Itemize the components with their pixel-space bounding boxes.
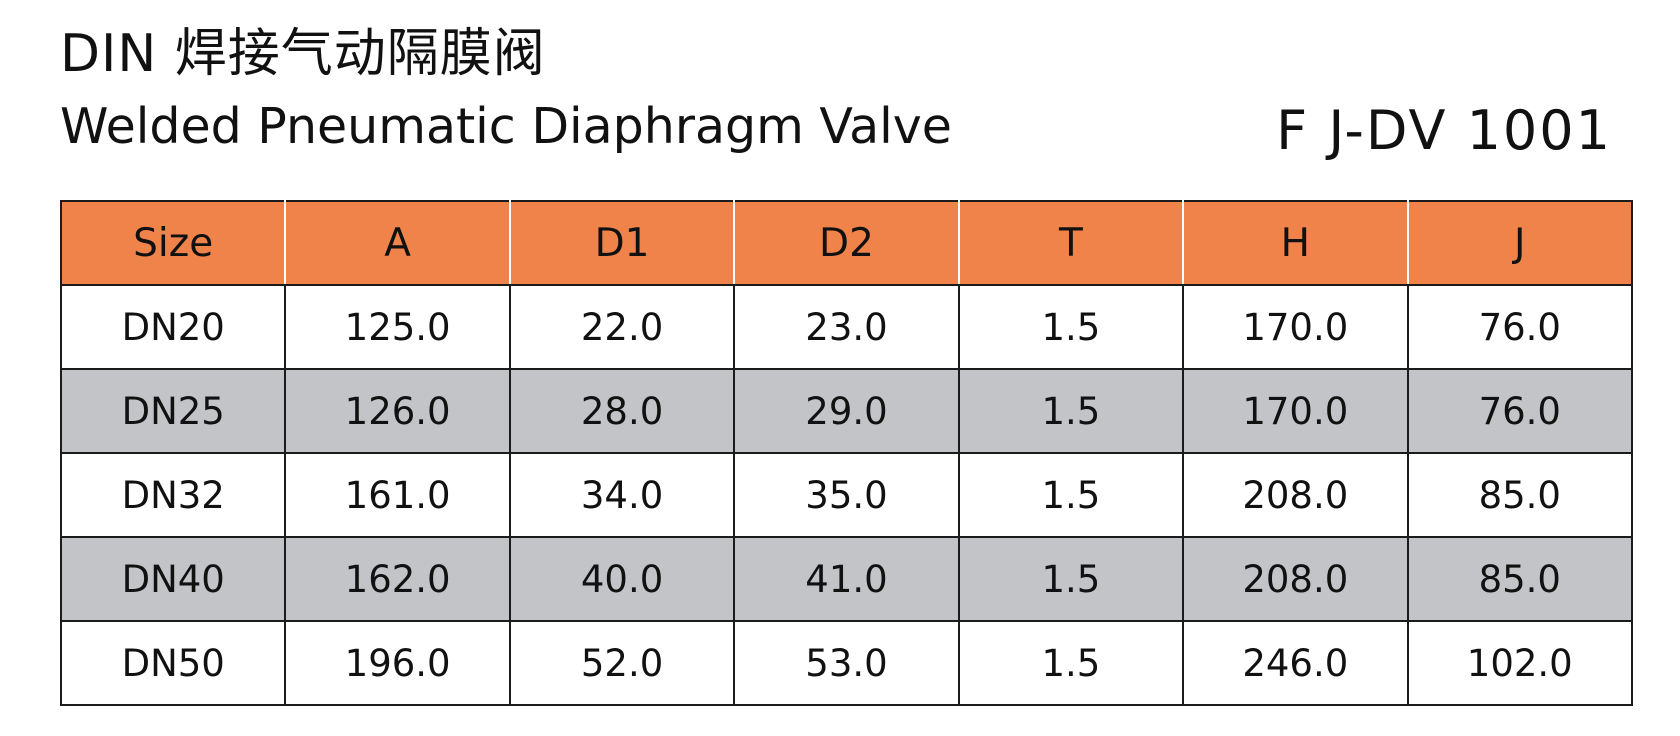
table-body: DN20 125.0 22.0 23.0 1.5 170.0 76.0 DN25… [59,284,1634,706]
cell-j: 76.0 [1406,368,1634,454]
cell-a: 126.0 [284,368,511,454]
cell-d2: 35.0 [733,452,960,538]
cell-size: DN25 [59,368,287,454]
cell-h: 170.0 [1182,284,1409,370]
cell-a: 162.0 [284,536,511,622]
cell-j: 85.0 [1406,536,1634,622]
header-row: Size A D1 D2 T H J [59,200,1634,286]
cell-a: 125.0 [284,284,511,370]
cell-d2: 41.0 [733,536,960,622]
cell-size: DN32 [59,452,287,538]
cell-j: 76.0 [1406,284,1634,370]
column-header-h: H [1182,200,1409,286]
cell-t: 1.5 [957,368,1185,454]
cell-size: DN40 [59,536,287,622]
cell-t: 1.5 [957,536,1185,622]
cell-d1: 34.0 [508,452,736,538]
cell-h: 246.0 [1182,620,1409,706]
cell-d1: 40.0 [508,536,736,622]
cell-d2: 23.0 [733,284,960,370]
cell-size: DN50 [59,620,287,706]
model-code: F J-DV 1001 [1276,99,1612,162]
table-row: DN40 162.0 40.0 41.0 1.5 208.0 85.0 [59,536,1634,622]
table-row: DN20 125.0 22.0 23.0 1.5 170.0 76.0 [59,284,1634,370]
cell-d1: 28.0 [508,368,736,454]
cell-d1: 52.0 [508,620,736,706]
cell-a: 196.0 [284,620,511,706]
cell-h: 208.0 [1182,536,1409,622]
spec-table: Size A D1 D2 T H J DN20 125.0 22.0 23.0 … [59,200,1634,706]
cell-size: DN20 [59,284,287,370]
column-header-d2: D2 [733,200,960,286]
column-header-a: A [284,200,511,286]
cell-d2: 53.0 [733,620,960,706]
cell-j: 85.0 [1406,452,1634,538]
cell-a: 161.0 [284,452,511,538]
table-row: DN50 196.0 52.0 53.0 1.5 246.0 102.0 [59,620,1634,706]
column-header-d1: D1 [508,200,736,286]
cell-t: 1.5 [957,620,1185,706]
cell-d1: 22.0 [508,284,736,370]
title-chinese: DIN 焊接气动隔膜阀 [60,24,546,84]
cell-h: 208.0 [1182,452,1409,538]
cell-d2: 29.0 [733,368,960,454]
table-row: DN25 126.0 28.0 29.0 1.5 170.0 76.0 [59,368,1634,454]
column-header-size: Size [59,200,287,286]
title-english: Welded Pneumatic Diaphragm Valve [60,98,952,155]
cell-t: 1.5 [957,284,1185,370]
column-header-j: J [1406,200,1634,286]
cell-t: 1.5 [957,452,1185,538]
cell-h: 170.0 [1182,368,1409,454]
table-row: DN32 161.0 34.0 35.0 1.5 208.0 85.0 [59,452,1634,538]
cell-j: 102.0 [1406,620,1634,706]
table-header: Size A D1 D2 T H J [59,200,1634,286]
column-header-t: T [957,200,1185,286]
